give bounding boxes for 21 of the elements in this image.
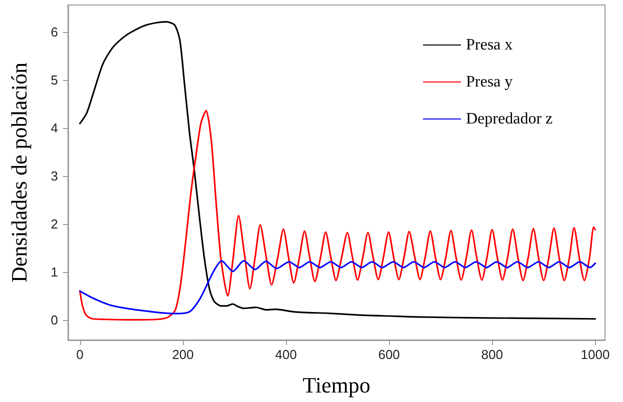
y-tick-label: 1 bbox=[50, 264, 58, 280]
x-tick-label: 0 bbox=[76, 347, 84, 362]
y-tick-label: 0 bbox=[50, 312, 58, 328]
y-axis-title: Densidades de población bbox=[6, 62, 32, 282]
y-tick-label: 2 bbox=[50, 216, 58, 232]
line-series bbox=[79, 21, 596, 320]
y-tick-label: 4 bbox=[50, 120, 58, 136]
x-tick-label: 600 bbox=[378, 347, 400, 362]
line-series bbox=[79, 260, 596, 314]
legend-label: Depredador z bbox=[466, 110, 553, 128]
legend-label: Presa y bbox=[466, 74, 513, 90]
line-series bbox=[79, 110, 596, 321]
x-tick-label: 400 bbox=[275, 347, 297, 362]
x-tick-label: 800 bbox=[481, 347, 503, 362]
y-tick-label: 3 bbox=[50, 168, 58, 184]
legend-label: Presa x bbox=[466, 36, 513, 54]
x-tick-label: 1000 bbox=[580, 347, 610, 362]
x-tick-label: 200 bbox=[172, 347, 194, 362]
y-tick-label: 6 bbox=[50, 24, 58, 40]
y-tick-label: 5 bbox=[50, 72, 58, 88]
x-axis-title: Tiempo bbox=[302, 372, 370, 398]
